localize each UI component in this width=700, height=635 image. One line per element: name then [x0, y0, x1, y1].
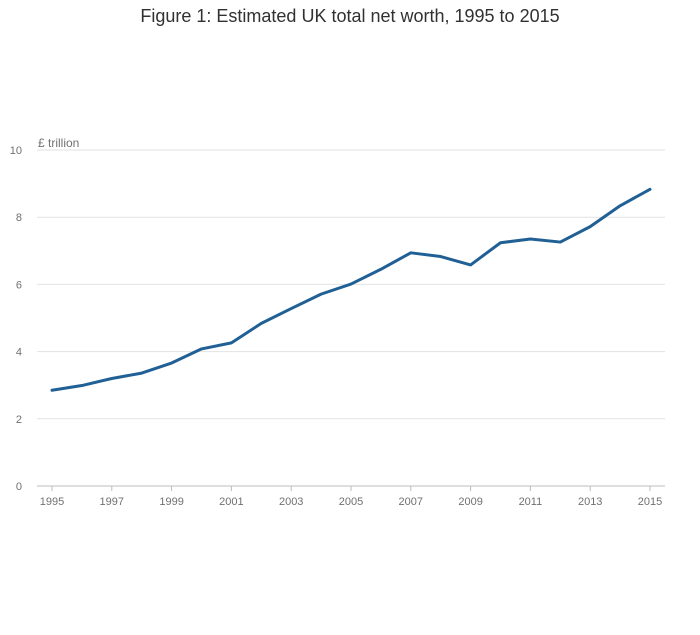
axes: 0 2 4 6 8 10 1995 1997 1999 2001 2003 2005 2007 2009 2… — [10, 145, 662, 508]
y-tick-label: 8 — [16, 212, 22, 224]
data-point[interactable] — [438, 254, 444, 260]
data-point[interactable] — [49, 387, 55, 393]
y-tick-label: 4 — [16, 347, 22, 359]
x-tick-label: 2009 — [458, 496, 482, 508]
data-point[interactable] — [498, 240, 504, 246]
data-point[interactable] — [348, 281, 354, 287]
data-point[interactable] — [408, 250, 414, 256]
data-point[interactable] — [527, 236, 533, 242]
gridlines — [37, 149, 665, 487]
y-tick-label: 10 — [10, 145, 22, 157]
x-tick-label: 2005 — [339, 496, 363, 508]
data-point[interactable] — [557, 239, 563, 245]
data-point[interactable] — [617, 203, 623, 209]
data-point[interactable] — [587, 224, 593, 230]
data-point[interactable] — [468, 262, 474, 268]
y-axis-unit-label: £ trillion — [38, 136, 79, 150]
x-tick-label: 2015 — [638, 496, 662, 508]
x-tick-label: 1997 — [100, 496, 124, 508]
y-tick-label: 0 — [16, 481, 22, 493]
x-tick-label: 2013 — [578, 496, 602, 508]
data-point[interactable] — [378, 266, 384, 272]
data-point[interactable] — [288, 306, 294, 312]
data-point[interactable] — [647, 186, 653, 192]
y-tick-label: 2 — [16, 414, 22, 426]
x-tick-label: 2003 — [279, 496, 303, 508]
x-tick-label: 2011 — [519, 496, 543, 508]
data-point[interactable] — [169, 360, 175, 366]
data-point[interactable] — [318, 291, 324, 297]
x-tick-label: 1999 — [159, 496, 183, 508]
data-point[interactable] — [79, 383, 85, 389]
data-point[interactable] — [139, 370, 145, 376]
series-layer — [49, 186, 653, 393]
chart-title: Figure 1: Estimated UK total net worth, … — [140, 6, 560, 26]
y-tick-label: 6 — [16, 279, 22, 291]
data-point[interactable] — [258, 320, 264, 326]
x-tick-label: 1995 — [40, 496, 64, 508]
series-line[interactable] — [50, 187, 652, 392]
x-tick-label: 2007 — [399, 496, 423, 508]
data-point[interactable] — [228, 340, 234, 346]
data-point[interactable] — [109, 375, 115, 381]
data-point[interactable] — [199, 346, 205, 352]
x-tick-label: 2001 — [219, 496, 243, 508]
